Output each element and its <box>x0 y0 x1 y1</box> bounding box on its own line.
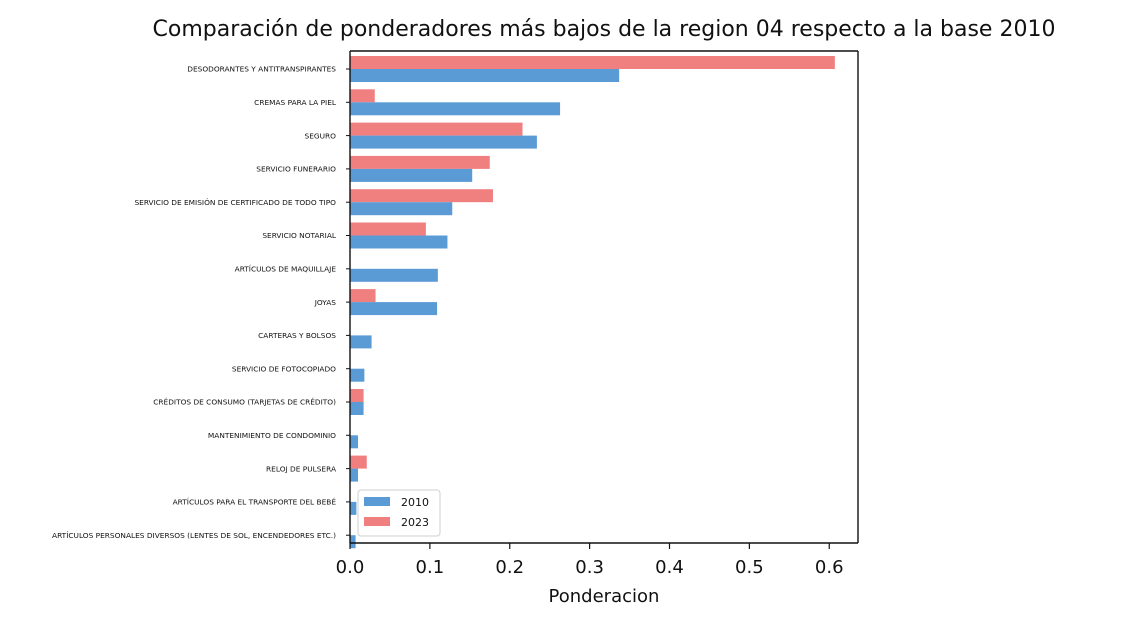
x-tick-label-0-3: 0.3 <box>575 557 604 578</box>
y-tick-label-cremas-para-la-piel: CREMAS PARA LA PIEL <box>254 98 337 107</box>
y-tick-label-mantenimiento-de-condominio: MANTENIMIENTO DE CONDOMINIO <box>208 431 336 440</box>
bar-2010-carteras-y-bolsos <box>350 335 372 349</box>
bar-2010-desodorantes-y-antitranspirantes <box>350 69 620 82</box>
x-tick-label-0-6: 0.6 <box>815 557 844 578</box>
bar-2023-cremas-para-la-piel <box>350 89 375 103</box>
y-tick-label-joyas: JOYAS <box>314 298 337 307</box>
legend-label-2023: 2023 <box>401 516 429 529</box>
bar-2010-servicio-de-emision-de-certificado-de-todo-tipo <box>350 202 453 216</box>
x-tick-label-0-5: 0.5 <box>735 557 764 578</box>
x-axis-ticks: 0.0 0.1 0.2 0.3 0.4 0.5 0.6 <box>336 543 844 578</box>
y-tick-label-desodorantes-y-antitranspirantes: DESODORANTES Y ANTITRANSPIRANTES <box>187 65 336 74</box>
y-tick-label-servicio-de-fotocopiado: SERVICIO DE FOTOCOPIADO <box>232 364 336 373</box>
bar-2023-joyas <box>350 289 376 303</box>
bar-2023-desodorantes-y-antitranspirantes <box>350 56 835 69</box>
bar-2010-joyas <box>350 302 438 316</box>
bar-2010-articulos-personales-diversos-lentes-de-sol-encendedores-etc <box>350 535 356 549</box>
bar-2023-reloj-de-pulsera <box>350 455 367 469</box>
bar-2010-servicio-de-fotocopiado <box>350 368 365 382</box>
y-tick-label-seguro: SEGURO <box>305 131 337 140</box>
legend-swatch-2023 <box>364 517 390 526</box>
legend-label-2010: 2010 <box>401 496 429 509</box>
bar-2023-seguro <box>350 122 523 136</box>
bar-2023-servicio-de-emision-de-certificado-de-todo-tipo <box>350 189 493 203</box>
bar-2010-seguro <box>350 135 537 149</box>
y-tick-label-servicio-de-emision-de-certificado-de-todo-tipo: SERVICIO DE EMISIÓN DE CERTIFICADO DE TO… <box>134 198 336 207</box>
bar-2010-creditos-de-consumo-tarjetas-de-credito <box>350 402 364 415</box>
legend-swatch-2010 <box>364 497 390 506</box>
bar-2010-servicio-funerario <box>350 168 473 182</box>
x-axis-label: Ponderacion <box>549 586 660 607</box>
bar-2010-articulos-para-el-transporte-del-bebe <box>350 501 357 515</box>
y-tick-label-servicio-notarial: SERVICIO NOTARIAL <box>262 231 337 240</box>
bar-2010-cremas-para-la-piel <box>350 102 561 116</box>
x-tick-label-0-4: 0.4 <box>655 557 684 578</box>
bar-2010-reloj-de-pulsera <box>350 468 358 482</box>
chart-title: Comparación de ponderadores más bajos de… <box>153 17 1056 42</box>
plot-area <box>350 56 835 549</box>
y-tick-label-articulos-para-el-transporte-del-bebe: ARTÍCULOS PARA EL TRANSPORTE DEL BEBÉ <box>173 498 337 507</box>
y-tick-label-articulos-de-maquillaje: ARTÍCULOS DE MAQUILLAJE <box>235 265 337 274</box>
y-tick-label-reloj-de-pulsera: RELOJ DE PULSERA <box>266 464 336 473</box>
bar-2023-servicio-notarial <box>350 222 426 236</box>
y-axis-ticks: DESODORANTES Y ANTITRANSPIRANTES CREMAS P… <box>52 65 350 540</box>
x-tick-label-0-0: 0.0 <box>336 557 365 578</box>
y-tick-label-carteras-y-bolsos: CARTERAS Y BOLSOS <box>258 331 336 340</box>
bar-2023-creditos-de-consumo-tarjetas-de-credito <box>350 389 364 402</box>
legend: 2010 2023 <box>357 489 441 537</box>
x-tick-label-0-1: 0.1 <box>416 557 445 578</box>
y-tick-label-servicio-funerario: SERVICIO FUNERARIO <box>256 165 336 174</box>
bar-2023-servicio-funerario <box>350 155 490 169</box>
bar-2010-servicio-notarial <box>350 235 448 249</box>
x-tick-label-0-2: 0.2 <box>495 557 524 578</box>
bar-2010-mantenimiento-de-condominio <box>350 435 358 449</box>
bar-2010-articulos-de-maquillaje <box>350 268 438 282</box>
y-tick-label-articulos-personales-diversos-lentes-de-sol-encendedores-etc: ARTÍCULOS PERSONALES DIVERSOS (LENTES DE… <box>52 531 336 540</box>
y-tick-label-creditos-de-consumo-tarjetas-de-credito: CRÉDITOS DE CONSUMO (TARJETAS DE CRÉDITO… <box>153 398 336 407</box>
